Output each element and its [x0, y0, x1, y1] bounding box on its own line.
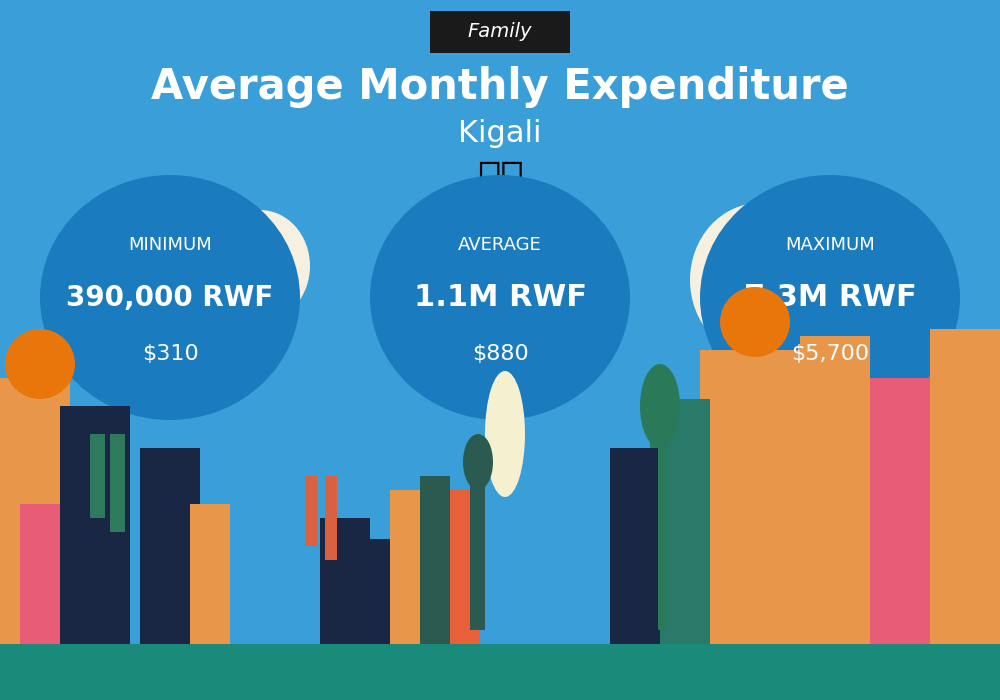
Text: $310: $310 — [142, 344, 198, 363]
FancyBboxPatch shape — [0, 644, 1000, 700]
FancyBboxPatch shape — [440, 490, 480, 644]
FancyBboxPatch shape — [700, 350, 800, 644]
Ellipse shape — [700, 175, 960, 420]
Ellipse shape — [463, 434, 493, 490]
FancyBboxPatch shape — [658, 420, 668, 630]
Text: $880: $880 — [472, 344, 528, 363]
FancyBboxPatch shape — [650, 399, 710, 644]
FancyBboxPatch shape — [90, 434, 105, 518]
Text: 1.1M RWF: 1.1M RWF — [414, 283, 586, 312]
FancyBboxPatch shape — [430, 10, 570, 52]
FancyBboxPatch shape — [930, 329, 1000, 644]
FancyBboxPatch shape — [305, 476, 317, 546]
FancyBboxPatch shape — [0, 378, 70, 644]
Text: 🇷🇼: 🇷🇼 — [477, 160, 523, 197]
Ellipse shape — [370, 175, 630, 420]
FancyBboxPatch shape — [190, 504, 230, 644]
Ellipse shape — [720, 287, 790, 357]
FancyBboxPatch shape — [110, 434, 125, 532]
FancyBboxPatch shape — [390, 490, 440, 644]
Text: Average Monthly Expenditure: Average Monthly Expenditure — [151, 66, 849, 108]
FancyBboxPatch shape — [325, 476, 337, 560]
FancyBboxPatch shape — [320, 518, 370, 644]
Ellipse shape — [640, 364, 680, 448]
Text: 7.3M RWF: 7.3M RWF — [744, 283, 916, 312]
FancyBboxPatch shape — [140, 448, 200, 644]
FancyBboxPatch shape — [370, 539, 410, 644]
FancyBboxPatch shape — [610, 448, 660, 644]
Ellipse shape — [485, 371, 525, 497]
Ellipse shape — [155, 224, 285, 364]
FancyBboxPatch shape — [800, 336, 870, 644]
Text: MAXIMUM: MAXIMUM — [785, 236, 875, 254]
Ellipse shape — [210, 210, 310, 322]
Text: MINIMUM: MINIMUM — [128, 236, 212, 254]
FancyBboxPatch shape — [60, 406, 130, 644]
FancyBboxPatch shape — [420, 476, 450, 644]
FancyBboxPatch shape — [870, 378, 930, 644]
FancyBboxPatch shape — [0, 378, 70, 644]
Text: $5,700: $5,700 — [791, 344, 869, 363]
FancyBboxPatch shape — [20, 504, 60, 644]
Text: Family: Family — [468, 22, 532, 41]
FancyBboxPatch shape — [470, 462, 485, 630]
Ellipse shape — [40, 175, 300, 420]
Ellipse shape — [690, 203, 830, 357]
Ellipse shape — [750, 196, 850, 308]
Text: Kigali: Kigali — [458, 118, 542, 148]
Ellipse shape — [5, 329, 75, 399]
Text: AVERAGE: AVERAGE — [458, 236, 542, 254]
Text: 390,000 RWF: 390,000 RWF — [66, 284, 274, 312]
